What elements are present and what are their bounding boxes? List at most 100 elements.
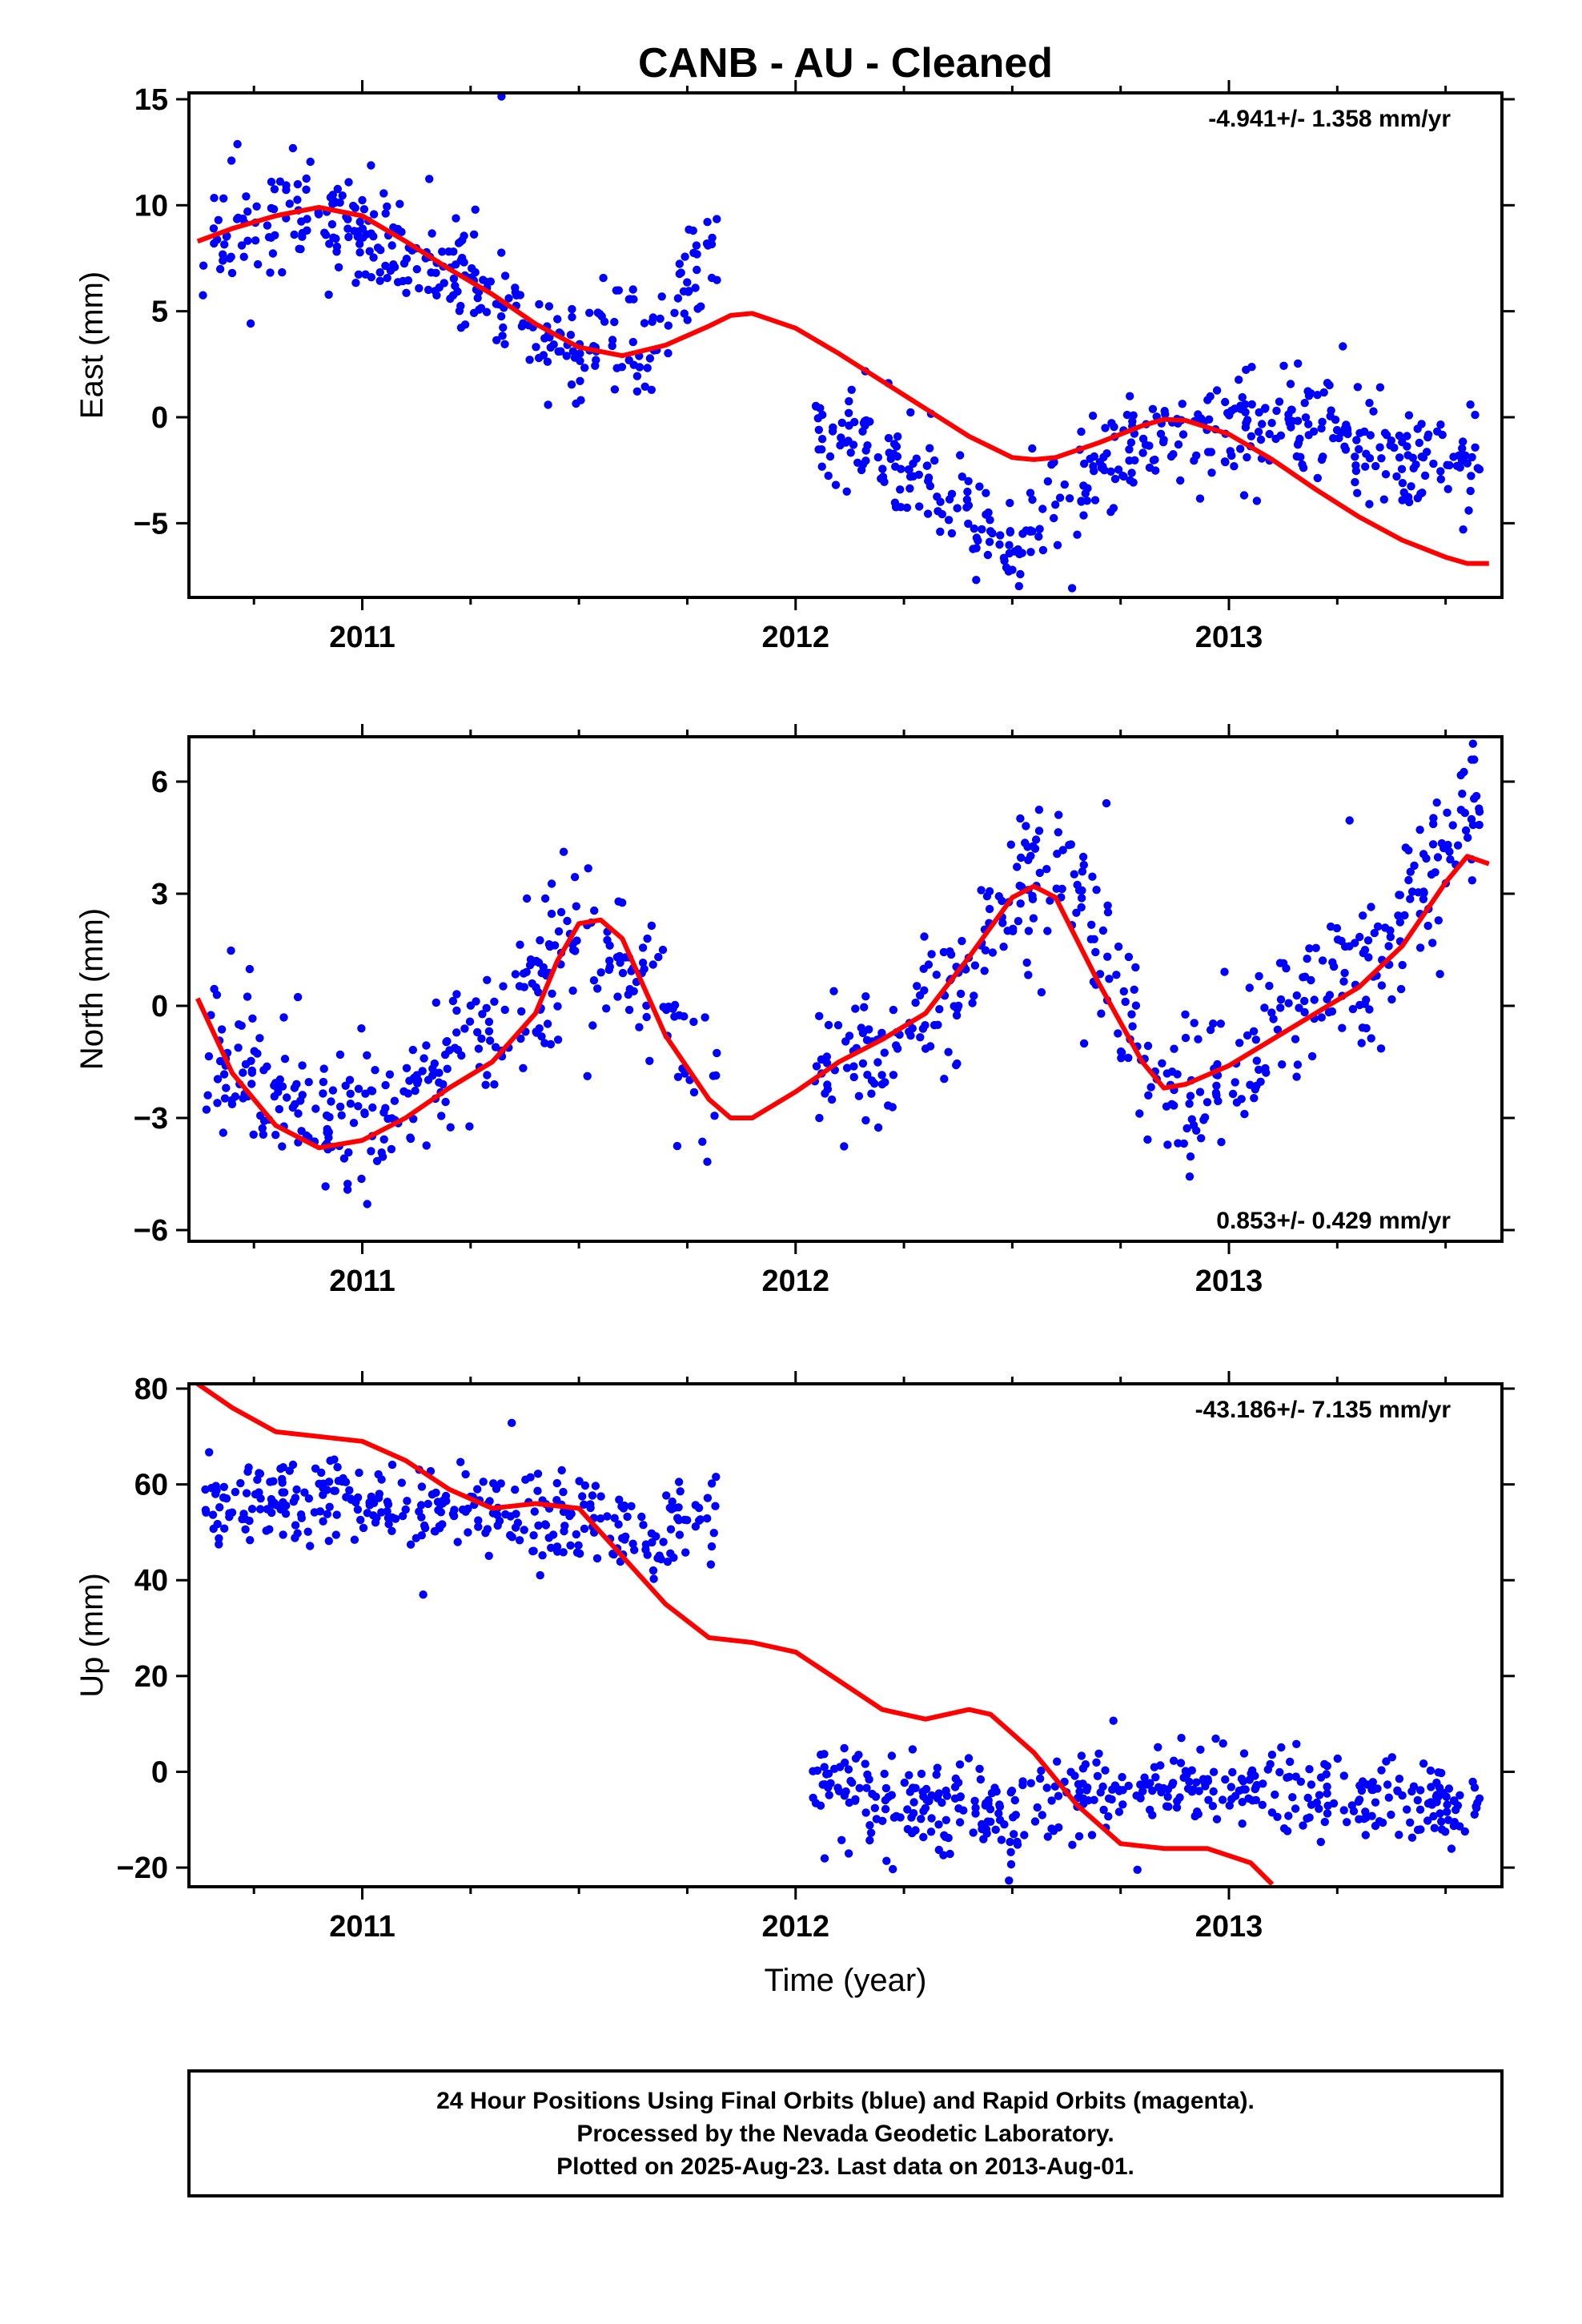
up-data-point (1010, 1830, 1018, 1839)
north-data-point (648, 960, 657, 969)
up-data-point (986, 1817, 995, 1826)
north-data-point (1098, 926, 1108, 935)
north-data-point (698, 1137, 707, 1146)
up-data-point (911, 1783, 920, 1792)
north-data-point (292, 1080, 301, 1089)
north-data-point (1034, 806, 1044, 814)
east-data-point (358, 195, 367, 205)
east-data-point (1256, 435, 1266, 444)
chart-title: CANB - AU - Cleaned (638, 40, 1053, 86)
north-data-point (249, 1130, 258, 1140)
north-data-point (935, 1005, 944, 1014)
north-data-point (1214, 1096, 1223, 1106)
up-data-point (1393, 1787, 1402, 1795)
north-data-point (424, 1076, 433, 1084)
north-data-point (368, 1103, 377, 1112)
up-data-point (1101, 1766, 1110, 1775)
up-data-point (1094, 1749, 1103, 1758)
east-data-point (585, 308, 594, 317)
east-data-point (915, 502, 924, 511)
north-data-point (484, 1017, 494, 1027)
east-data-point (412, 265, 421, 274)
east-data-point (1318, 417, 1327, 426)
up-data-point (374, 1494, 383, 1502)
up-data-point (1018, 1780, 1027, 1790)
up-data-point (449, 1511, 459, 1521)
east-data-point (496, 312, 506, 321)
east-data-point (1014, 581, 1024, 591)
north-data-point (511, 970, 520, 979)
east-data-point (693, 304, 702, 313)
east-data-point (270, 185, 279, 194)
north-data-point (1339, 977, 1348, 986)
up-data-point (353, 1493, 363, 1502)
east-data-point (1028, 495, 1037, 505)
north-data-point (1021, 838, 1030, 847)
up-data-point (297, 1514, 306, 1522)
up-data-point (840, 1791, 849, 1800)
up-data-point (1204, 1795, 1213, 1804)
up-data-point (1355, 1781, 1364, 1790)
north-data-point (920, 986, 929, 995)
up-data-point (572, 1530, 580, 1539)
east-data-point (396, 199, 404, 208)
north-data-point (1327, 1007, 1337, 1016)
east-rate-label: -4.941+/- 1.358 mm/yr (1208, 106, 1451, 132)
north-data-point (1439, 843, 1448, 853)
up-data-point (1403, 1805, 1411, 1814)
up-data-point (559, 1507, 568, 1517)
east-data-point (359, 233, 367, 242)
north-data-point (343, 1180, 352, 1188)
north-data-point (889, 1071, 898, 1080)
north-data-point (1031, 835, 1041, 844)
north-data-point (1016, 899, 1025, 908)
east-data-point (1077, 497, 1086, 505)
north-data-point (372, 1156, 382, 1166)
north-data-point (1448, 821, 1457, 830)
east-data-point (814, 425, 823, 434)
up-data-point (1013, 1837, 1022, 1847)
east-x-tick-label: 2013 (1195, 621, 1263, 654)
east-data-point (617, 363, 627, 372)
up-data-point (420, 1523, 430, 1533)
east-data-point (580, 364, 589, 372)
east-data-point (209, 224, 219, 233)
up-data-point (1413, 1795, 1423, 1805)
north-data-point (1284, 999, 1293, 1007)
east-data-point (324, 290, 333, 300)
east-fit-line (196, 204, 1489, 566)
up-data-point (978, 1819, 986, 1829)
east-data-point (969, 545, 978, 553)
north-data-point (916, 1033, 925, 1042)
north-data-point (311, 1104, 320, 1113)
up-data-point (225, 1509, 234, 1518)
up-data-point (703, 1494, 713, 1502)
north-data-point (563, 916, 572, 926)
east-data-point (471, 205, 480, 214)
east-data-point (1077, 427, 1086, 436)
north-data-point (335, 1102, 345, 1112)
up-data-point (1118, 1772, 1126, 1782)
up-data-point (1054, 1791, 1063, 1800)
east-data-point (847, 385, 856, 394)
up-data-point (1211, 1734, 1220, 1743)
north-data-point (1311, 943, 1320, 953)
east-data-point (267, 177, 276, 187)
east-data-point (331, 198, 339, 207)
north-data-point (1428, 939, 1437, 947)
east-data-point (1449, 452, 1458, 461)
north-data-point (1305, 944, 1314, 953)
east-data-point (220, 240, 229, 249)
up-data-point (1456, 1791, 1464, 1799)
north-data-point (1453, 841, 1463, 850)
north-data-point (279, 1013, 288, 1022)
east-data-point (845, 421, 853, 430)
up-data-point (608, 1550, 617, 1558)
up-data-point (215, 1503, 224, 1512)
north-data-point (422, 1141, 431, 1150)
north-data-point (1102, 798, 1111, 808)
north-data-point (204, 1051, 214, 1061)
up-x-tick-label: 2011 (329, 1910, 395, 1944)
up-y-tick-label: 0 (151, 1755, 168, 1789)
east-data-point (1355, 428, 1364, 437)
